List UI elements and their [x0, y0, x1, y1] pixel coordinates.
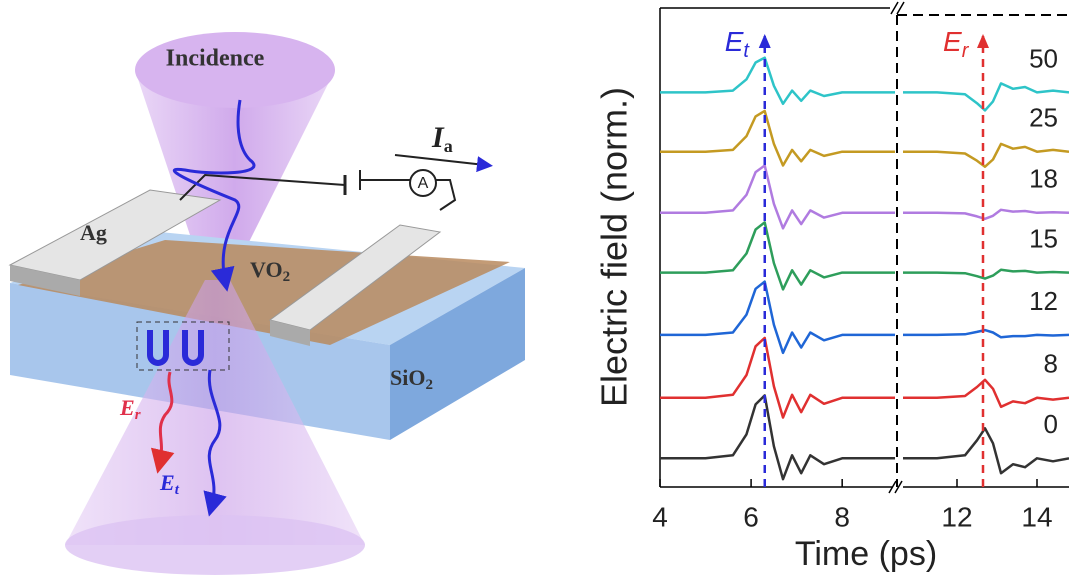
marker-label: Et: [725, 26, 751, 62]
label: A: [418, 175, 429, 192]
y-axis-label: Electric field (norm.): [594, 87, 635, 407]
series-line: [660, 338, 895, 418]
series-label: 15: [1029, 224, 1058, 254]
marker-arrow: [977, 34, 989, 48]
series-label: 25: [1029, 103, 1058, 133]
series-label: 50: [1029, 43, 1058, 73]
current-arrow: [395, 155, 485, 165]
marker-label: E: [943, 26, 962, 57]
series-line: [903, 270, 1069, 279]
marker-label: E: [725, 26, 744, 57]
label: VO: [250, 257, 283, 282]
label: Incidence: [166, 46, 265, 72]
label: 2: [425, 377, 433, 393]
label: E: [119, 395, 135, 420]
label: Ia: [431, 121, 453, 156]
marker-arrow: [759, 34, 771, 48]
marker-label: t: [743, 40, 750, 62]
series-line: [660, 395, 895, 479]
label: Er: [119, 395, 141, 423]
x-tick-label: 4: [652, 501, 668, 532]
label: SiO: [390, 365, 425, 390]
label: a: [444, 136, 453, 156]
series-line: [660, 166, 895, 229]
series-label: 0: [1044, 409, 1058, 439]
beam-bottom: [65, 515, 365, 575]
label: E: [159, 470, 175, 495]
x-tick-label: 6: [743, 501, 759, 532]
marker-label: Er: [943, 26, 970, 62]
figure: Incidence Ag VO2 SiO2 Ia A Er Et 468EtEl…: [0, 0, 1069, 581]
marker-label: r: [962, 40, 970, 62]
x-axis-label: Time (ps): [795, 535, 937, 573]
series-label: 12: [1029, 286, 1058, 316]
series-line: [660, 282, 895, 353]
series-line: [660, 222, 895, 289]
x-tick-label: 12: [941, 501, 972, 532]
x-tick-label: 14: [1021, 501, 1052, 532]
series-line: [903, 210, 1069, 219]
series-label: 8: [1044, 349, 1058, 379]
label: 2: [283, 269, 291, 285]
series-line: [903, 330, 1069, 337]
series-line: [903, 380, 1069, 407]
x-tick-label: 8: [834, 501, 850, 532]
label: r: [135, 407, 141, 423]
label: Ag: [80, 220, 107, 245]
series-line: [660, 111, 895, 166]
series-line: [660, 58, 895, 104]
device-diagram: Incidence Ag VO2 SiO2 Ia A Er Et: [10, 32, 525, 575]
series-label: 18: [1029, 164, 1058, 194]
